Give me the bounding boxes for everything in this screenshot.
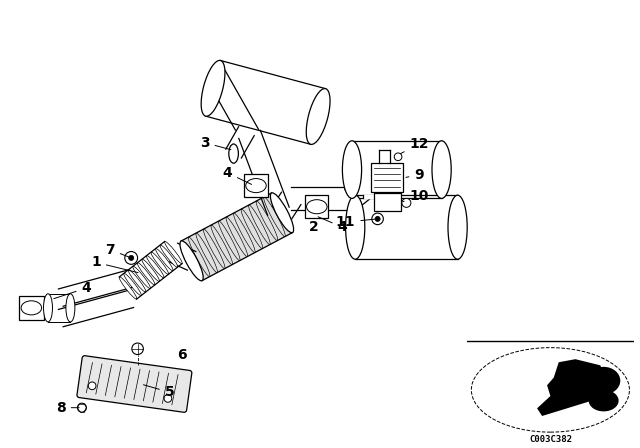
Polygon shape (291, 187, 352, 210)
Polygon shape (58, 290, 134, 327)
Ellipse shape (147, 255, 164, 278)
FancyBboxPatch shape (305, 195, 328, 218)
Polygon shape (48, 294, 70, 322)
Text: 4: 4 (54, 281, 92, 299)
Ellipse shape (156, 249, 173, 271)
Ellipse shape (132, 266, 150, 289)
Circle shape (132, 343, 143, 354)
Ellipse shape (342, 141, 362, 198)
Polygon shape (355, 195, 458, 259)
Text: C003C382: C003C382 (529, 435, 572, 444)
Ellipse shape (151, 252, 168, 274)
Polygon shape (345, 177, 375, 207)
Polygon shape (181, 193, 292, 280)
Ellipse shape (201, 60, 225, 116)
Circle shape (129, 255, 134, 260)
Circle shape (402, 198, 411, 207)
Ellipse shape (142, 259, 159, 281)
Text: 4: 4 (318, 217, 348, 234)
Text: 4: 4 (222, 166, 252, 185)
Polygon shape (272, 192, 301, 219)
Ellipse shape (346, 195, 365, 259)
Ellipse shape (246, 179, 266, 193)
Ellipse shape (44, 294, 52, 322)
Text: 9: 9 (406, 168, 424, 182)
Ellipse shape (307, 200, 327, 214)
Ellipse shape (229, 144, 239, 163)
Text: 2: 2 (308, 220, 319, 234)
Polygon shape (58, 270, 134, 306)
FancyBboxPatch shape (77, 356, 192, 412)
Ellipse shape (587, 367, 620, 395)
Text: 3: 3 (200, 136, 231, 150)
Ellipse shape (164, 241, 182, 264)
Ellipse shape (589, 390, 619, 411)
Ellipse shape (66, 294, 75, 322)
Ellipse shape (21, 301, 42, 315)
Text: 11: 11 (336, 215, 375, 229)
Polygon shape (207, 70, 259, 139)
Text: 6: 6 (177, 348, 188, 362)
Polygon shape (344, 161, 376, 194)
Polygon shape (352, 141, 442, 198)
Polygon shape (205, 60, 326, 144)
Ellipse shape (471, 348, 630, 432)
Circle shape (125, 251, 138, 264)
Text: 5: 5 (143, 385, 175, 399)
Circle shape (372, 213, 383, 224)
Ellipse shape (128, 270, 146, 292)
Polygon shape (226, 127, 254, 158)
Circle shape (88, 382, 96, 390)
Ellipse shape (138, 263, 155, 285)
Text: 8: 8 (56, 401, 79, 415)
Ellipse shape (307, 89, 330, 144)
FancyBboxPatch shape (374, 193, 401, 211)
Text: 12: 12 (401, 137, 429, 154)
Ellipse shape (270, 193, 294, 233)
Ellipse shape (124, 273, 141, 296)
Polygon shape (363, 195, 380, 198)
Circle shape (77, 403, 86, 412)
Circle shape (394, 153, 402, 161)
Text: 10: 10 (403, 190, 429, 203)
Polygon shape (169, 243, 196, 270)
Circle shape (164, 395, 172, 402)
Circle shape (375, 216, 380, 221)
Ellipse shape (180, 241, 204, 281)
Ellipse shape (119, 277, 137, 299)
FancyBboxPatch shape (244, 174, 268, 197)
FancyBboxPatch shape (371, 163, 403, 192)
Ellipse shape (448, 195, 467, 259)
Text: 7: 7 (105, 243, 129, 257)
Ellipse shape (160, 245, 178, 267)
Text: 1: 1 (91, 255, 138, 273)
Polygon shape (537, 359, 609, 416)
FancyBboxPatch shape (19, 296, 44, 320)
Polygon shape (239, 130, 289, 215)
Ellipse shape (432, 141, 451, 198)
